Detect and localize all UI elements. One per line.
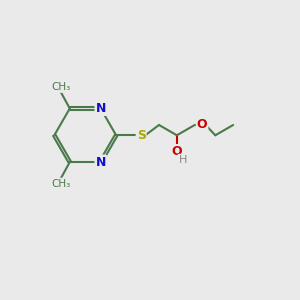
Text: O: O bbox=[172, 145, 182, 158]
Text: H: H bbox=[178, 155, 187, 165]
Text: N: N bbox=[95, 102, 106, 115]
Text: S: S bbox=[137, 129, 146, 142]
Text: O: O bbox=[197, 118, 207, 131]
Text: CH₃: CH₃ bbox=[51, 178, 70, 188]
Text: N: N bbox=[95, 156, 106, 169]
Text: CH₃: CH₃ bbox=[51, 82, 70, 92]
